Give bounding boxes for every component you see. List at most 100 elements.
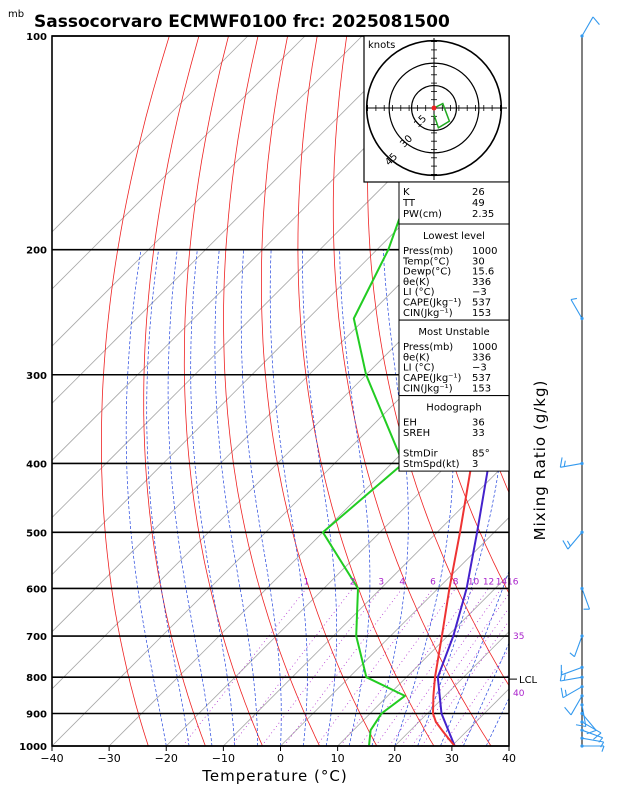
wind-barb-flag	[586, 729, 597, 735]
indices-section-box	[398, 223, 510, 321]
pressure-tick-label: 200	[26, 246, 47, 257]
pressure-tick-label: 500	[26, 528, 47, 539]
dry-adiabat-line	[613, 36, 618, 746]
x-tick-label: 30	[445, 752, 459, 765]
index-key: K	[403, 187, 410, 198]
isotherm-line	[165, 402, 509, 746]
wind-barb-staff	[581, 588, 591, 610]
pressure-tick-label: 1000	[19, 742, 47, 753]
mixing-ratio-line	[421, 620, 509, 746]
indices-row-key: Press(mb)	[403, 246, 453, 257]
indices-row-value: 1000	[472, 342, 497, 353]
mixing-ratio-line	[411, 607, 509, 746]
dry-adiabat-line	[260, 36, 378, 746]
mixing-ratio-line	[182, 588, 307, 746]
x-tick-label: −10	[212, 752, 235, 765]
wind-barb-staff	[573, 635, 583, 657]
moist-adiabat-line	[440, 569, 509, 746]
wind-barb-flag	[562, 540, 569, 550]
x-tick-label: −40	[40, 752, 63, 765]
indices-row-value: 36	[472, 418, 485, 429]
isotherm-line	[52, 36, 420, 404]
moist-adiabat-line	[214, 249, 258, 746]
dry-adiabat-line	[223, 36, 320, 746]
chart-title: Sassocorvaro ECMWF0100 frc: 2025081500	[34, 12, 450, 32]
side-marker-label: 40	[513, 689, 525, 699]
pressure-tick-label: 700	[26, 632, 47, 643]
indices-row-value: 153	[472, 308, 491, 319]
wind-barb-flag	[593, 732, 602, 740]
indices-section-box	[398, 319, 510, 397]
indices-row-value: 3	[472, 459, 478, 470]
pressure-tick-label: 600	[26, 584, 47, 595]
wind-barb-flag	[563, 674, 566, 681]
isotherm-line	[508, 745, 509, 746]
indices-row-value: 85°	[472, 449, 490, 460]
mixing-ratio-label: 6	[430, 577, 436, 587]
wind-barb-flag	[569, 652, 575, 658]
x-tick-label: 40	[502, 752, 516, 765]
wind-barb-staff	[581, 16, 594, 37]
indices-row-value: 336	[472, 277, 491, 288]
index-key: PW(cm)	[403, 209, 442, 220]
dewpoint-profile-line	[321, 36, 466, 746]
mixing-ratio-label: 1	[303, 577, 309, 587]
index-value: 2.35	[472, 209, 494, 220]
indices-row-key: LI (°C)	[403, 363, 435, 374]
dry-adiabat-line	[183, 36, 263, 746]
indices-row-key: CIN(Jkg⁻¹)	[403, 383, 453, 394]
wind-barb-staff	[567, 531, 583, 550]
indices-row-key: LI (°C)	[403, 287, 435, 298]
mixing-ratio-line	[375, 588, 489, 746]
wind-barb-flag	[560, 687, 564, 698]
pressure-tick-label: 100	[26, 32, 47, 43]
wind-barb-flag	[600, 741, 605, 748]
indices-section-title: Most Unstable	[418, 327, 489, 338]
wind-barb-staff	[561, 666, 583, 676]
mixing-ratio-label: 8	[453, 577, 459, 587]
wind-barb-flag	[566, 540, 571, 547]
indices-row-key: θe(K)	[403, 277, 430, 288]
wind-barb-staff	[570, 299, 583, 319]
pressure-tick-label: 800	[26, 673, 47, 684]
indices-row-key: CAPE(Jkg⁻¹)	[403, 373, 461, 384]
wind-barb-staff	[581, 704, 587, 727]
dry-adiabat-line	[297, 36, 435, 746]
pressure-tick-label: 900	[26, 710, 47, 721]
indices-row-value: −3	[472, 287, 487, 298]
mixing-ratio-line	[231, 588, 353, 746]
indices-row-key: Dewp(°C)	[403, 267, 451, 278]
isotherm-line	[52, 36, 249, 233]
indices-section-title: Hodograph	[426, 403, 481, 414]
wind-barb-flag	[570, 297, 578, 301]
indices-table: K 26 TT 49 PW(cm) 2.35 Lowest level Press(mb) 10…	[398, 181, 510, 472]
indices-row-key: EH	[403, 418, 417, 429]
moist-adiabat-line	[269, 249, 308, 746]
isotherm-line	[223, 459, 509, 746]
hodograph-units-label: knots	[368, 40, 395, 51]
moist-adiabat-line	[167, 249, 213, 746]
index-value: 26	[472, 187, 485, 198]
mixing-ratio-label: 3	[378, 577, 384, 587]
x-tick-label: 20	[388, 752, 402, 765]
mixing-ratio-line	[283, 588, 403, 746]
dry-adiabat-line	[367, 36, 509, 687]
chart-background-lines	[52, 36, 618, 746]
pressure-unit-label: mb	[8, 9, 24, 20]
lcl-label: LCL	[519, 675, 538, 686]
indices-row-value: 15.6	[472, 267, 494, 278]
hodograph-trace	[433, 102, 451, 129]
wind-barb-staff	[562, 686, 583, 699]
indices-row-key: SREH	[403, 428, 430, 439]
x-tick-label: −30	[98, 752, 121, 765]
dry-adiabat-line	[143, 36, 206, 746]
mixing-ratio-line	[459, 673, 509, 746]
wind-barb-staff	[581, 729, 603, 739]
indices-row-key: Press(mb)	[403, 342, 453, 353]
mixing-ratio-label: 4	[399, 577, 405, 587]
mixing-ratio-axis-label: Mixing Ratio (g/kg)	[531, 380, 549, 541]
wind-barb-flag	[564, 689, 567, 696]
dry-adiabat-line	[583, 36, 618, 746]
wind-barb-flag	[575, 724, 586, 728]
